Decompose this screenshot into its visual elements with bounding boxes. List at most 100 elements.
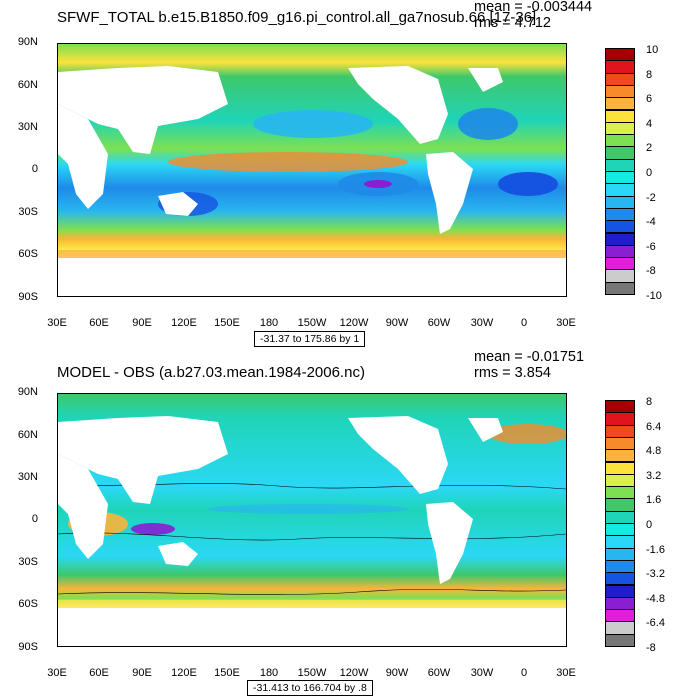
lat-label: 60N xyxy=(17,79,38,91)
lat-label: 30S xyxy=(18,556,38,568)
north-pacific-low xyxy=(253,110,373,138)
colorbar-swatch xyxy=(605,195,635,209)
colorbar-swatch xyxy=(605,400,635,414)
colorbar-label: -4.8 xyxy=(646,592,665,605)
colorbar-swatch xyxy=(605,121,635,136)
mean-label: mean = -0.003444 xyxy=(474,0,593,15)
colorbar-label: -6 xyxy=(646,240,656,253)
colorbar-swatch xyxy=(605,171,635,185)
lat-label: 30S xyxy=(18,206,38,218)
colorbar-swatch xyxy=(605,596,635,611)
colorbar-swatch xyxy=(605,220,635,234)
map-title: MODEL - OBS (a.b27.03.mean.1984-2006.nc) xyxy=(57,364,365,381)
lon-label: 0 xyxy=(520,667,528,679)
colorbar-swatch xyxy=(605,609,635,623)
colorbar-swatch xyxy=(605,510,635,524)
colorbar-swatch xyxy=(605,572,635,586)
lat-label: 0 xyxy=(31,513,38,525)
north-atlantic-high xyxy=(488,424,566,444)
lon-label: 60W xyxy=(427,317,451,329)
colorbar-swatch xyxy=(605,473,635,488)
lon-label: 120E xyxy=(171,317,197,329)
lon-label: 30W xyxy=(470,317,494,329)
lon-label: 30E xyxy=(556,317,576,329)
colorbar-swatch xyxy=(605,633,635,647)
colorbar-label: -6.4 xyxy=(646,617,665,630)
colorbar-swatch xyxy=(605,134,635,148)
lat-label: 60S xyxy=(18,598,38,610)
lon-label: 120W xyxy=(339,667,369,679)
bottom-map-panel: MODEL - OBS (a.b27.03.mean.1984-2006.nc)… xyxy=(0,349,700,700)
north-atlantic-low xyxy=(458,108,518,140)
colorbar-swatch xyxy=(605,72,635,86)
colorbar-swatch xyxy=(605,60,635,74)
lat-label: 0 xyxy=(31,163,38,175)
map-plot-area xyxy=(57,43,567,297)
map-title: SFWF_TOTAL b.e15.B1850.f09_g16.pi_contro… xyxy=(57,9,537,26)
colorbar-swatch xyxy=(605,158,635,172)
colorbar-swatch xyxy=(605,584,635,598)
colorbar-swatch xyxy=(605,461,635,475)
lat-label: 90N xyxy=(17,36,38,48)
colorbar-swatch xyxy=(605,244,635,259)
lon-label: 150E xyxy=(214,317,240,329)
colorbar-swatch xyxy=(605,523,635,537)
map-plot-area xyxy=(57,393,567,647)
lon-label: 150E xyxy=(214,667,240,679)
colorbar-swatch xyxy=(605,97,635,111)
top-map-panel: SFWF_TOTAL b.e15.B1850.f09_g16.pi_contro… xyxy=(17,0,662,347)
lat-label: 30N xyxy=(17,121,38,133)
colorbar-label: 8 xyxy=(646,68,653,81)
lon-label: 90E xyxy=(132,667,152,679)
lat-label: 60S xyxy=(18,248,38,260)
colorbar-label: 2 xyxy=(646,142,653,155)
colorbar-label: 0 xyxy=(646,167,653,179)
land-mask xyxy=(58,66,566,296)
south-atlantic-low xyxy=(498,172,558,196)
colorbar-label: 6.4 xyxy=(646,420,662,433)
lon-label: 30E xyxy=(556,667,576,679)
colorbar-label: 1.6 xyxy=(646,494,662,507)
indian-ocean-min xyxy=(131,523,175,535)
colorbar-swatch xyxy=(605,535,635,549)
lon-label: 90W xyxy=(385,317,409,329)
colorbar-swatch xyxy=(605,412,635,426)
colorbar-swatch xyxy=(605,621,635,635)
lon-label: 30E xyxy=(47,667,67,679)
lon-label: 90W xyxy=(385,667,409,679)
south-pacific-min xyxy=(364,180,392,188)
lat-label: 90N xyxy=(17,386,38,398)
contour-info-box: -31.413 to 166.704 by .8 xyxy=(247,680,373,696)
lon-label: 120W xyxy=(339,317,369,329)
colorbar-label: -2 xyxy=(646,191,656,204)
colorbar-swatch xyxy=(605,269,635,283)
lat-label: 90S xyxy=(18,641,38,653)
southern-ocean-band xyxy=(58,250,566,258)
contour-info-box: -31.37 to 175.86 by 1 xyxy=(254,331,366,347)
colorbar-swatch xyxy=(605,559,635,574)
land-mask xyxy=(58,416,566,646)
colorbar-swatch xyxy=(605,449,635,463)
colorbar-swatch xyxy=(605,48,635,62)
colorbar-label: 8 xyxy=(646,396,653,408)
lon-label: 0 xyxy=(520,317,528,329)
colorbar-swatch xyxy=(605,257,635,271)
lon-label: 150W xyxy=(297,667,327,679)
colorbar-label: 4.8 xyxy=(646,445,662,458)
colorbar-label: 10 xyxy=(646,44,659,56)
colorbar-label: -8 xyxy=(646,642,656,654)
colorbar-label: 4 xyxy=(646,117,653,130)
itcz-band xyxy=(168,152,408,172)
map-field xyxy=(58,394,566,646)
colorbar-label: 0 xyxy=(646,519,653,531)
colorbar-swatch xyxy=(605,547,635,561)
colorbar-swatch xyxy=(605,183,635,197)
lat-label: 30N xyxy=(17,471,38,483)
colorbar-label: -8 xyxy=(646,265,656,278)
lon-label: 60W xyxy=(427,667,451,679)
lon-label: 30W xyxy=(470,667,494,679)
colorbar-swatch xyxy=(605,281,635,295)
colorbar-swatch xyxy=(605,232,635,246)
colorbar-swatch xyxy=(605,486,635,500)
colorbar-swatch xyxy=(605,109,635,123)
